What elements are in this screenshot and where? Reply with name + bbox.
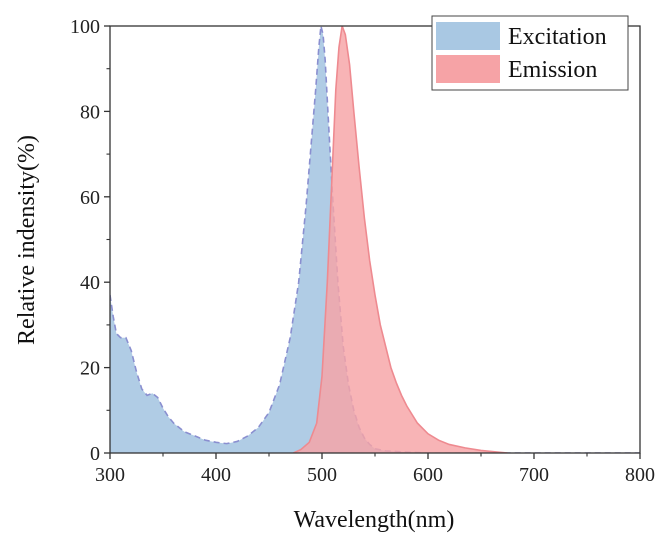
legend-label-excitation: Excitation	[508, 24, 607, 50]
legend-label-emission: Emission	[508, 57, 597, 83]
legend-swatch-emission	[436, 55, 500, 83]
legend: Excitation Emission	[431, 15, 629, 91]
x-tick-label-300: 300	[95, 464, 125, 486]
x-tick-label-600: 600	[413, 464, 443, 486]
legend-swatch-excitation	[436, 22, 500, 50]
x-axis-title: Wavelength(nm)	[294, 507, 455, 533]
axes-layer: 300 400 500 600 700 800 0 20 40 60 80 100	[70, 16, 655, 486]
excitation-area	[110, 26, 640, 453]
emission-area	[293, 26, 508, 453]
series-layer	[110, 25, 640, 453]
x-tick-label-400: 400	[201, 464, 231, 486]
y-tick-label-20: 20	[80, 358, 100, 380]
y-tick-label-40: 40	[80, 272, 100, 294]
x-tick-label-700: 700	[519, 464, 549, 486]
y-tick-label-60: 60	[80, 187, 100, 209]
x-tick-label-500: 500	[307, 464, 337, 486]
emission-line	[293, 25, 508, 453]
y-tick-label-100: 100	[70, 16, 100, 38]
y-tick-label-0: 0	[90, 443, 100, 465]
y-tick-label-80: 80	[80, 101, 100, 123]
x-tick-label-800: 800	[625, 464, 655, 486]
y-axis-title: Relative indensity(%)	[14, 135, 40, 345]
